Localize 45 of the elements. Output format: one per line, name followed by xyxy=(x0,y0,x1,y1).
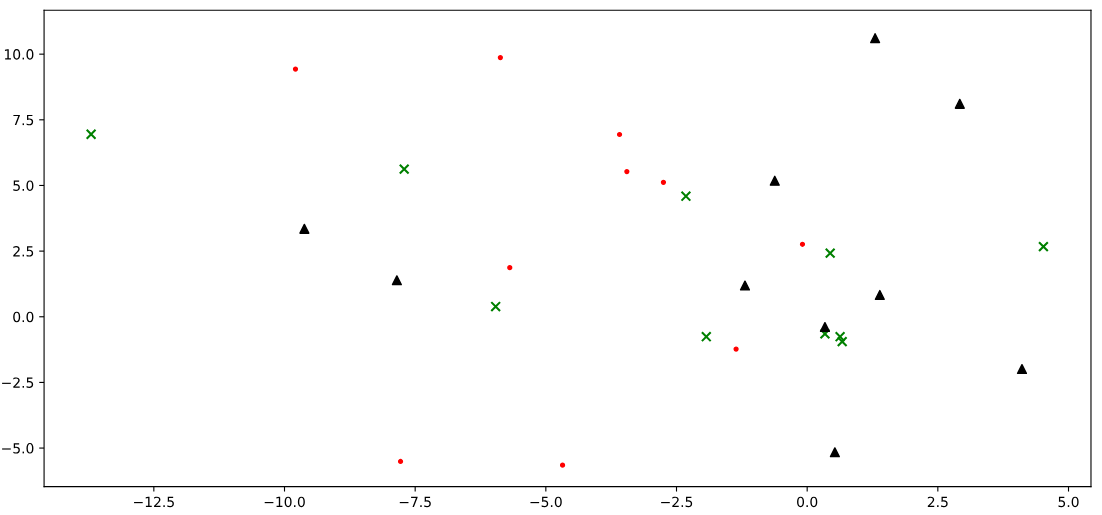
point xyxy=(507,265,513,271)
point xyxy=(660,179,667,185)
point xyxy=(397,458,404,465)
point xyxy=(680,190,692,202)
point xyxy=(292,66,299,72)
point xyxy=(299,223,310,234)
y-tick-label: 10.0 xyxy=(4,49,34,60)
point xyxy=(559,462,566,468)
x-tick-label: −7.5 xyxy=(399,496,431,508)
point xyxy=(769,175,780,186)
x-tick-label: −5.0 xyxy=(530,496,562,508)
point xyxy=(829,447,840,458)
x-tick-label: 5.0 xyxy=(1058,496,1079,508)
point xyxy=(874,289,885,301)
y-tick-label: −2.5 xyxy=(2,377,34,388)
point xyxy=(739,280,751,291)
point xyxy=(497,54,503,61)
x-tick-label: 0.0 xyxy=(797,496,818,508)
point xyxy=(1037,241,1049,253)
point xyxy=(799,241,806,247)
point xyxy=(819,321,831,333)
point xyxy=(624,168,630,175)
y-tick-label: 7.5 xyxy=(13,114,34,126)
y-tick-label: 2.5 xyxy=(13,246,34,257)
point xyxy=(85,128,97,140)
point xyxy=(870,33,881,44)
y-tick-label: 0.0 xyxy=(13,311,34,323)
point xyxy=(490,301,502,312)
point xyxy=(700,331,712,343)
y-tick-label: −5.0 xyxy=(2,443,34,454)
point xyxy=(1016,363,1028,375)
y-tick-label: 5.0 xyxy=(13,180,34,191)
x-tick-label: −10.0 xyxy=(264,496,305,508)
x-tick-label: −12.5 xyxy=(134,496,174,508)
point xyxy=(391,275,402,286)
point xyxy=(616,131,623,138)
point xyxy=(836,336,848,348)
point xyxy=(819,328,831,340)
x-tick-label: −2.5 xyxy=(661,496,693,508)
point xyxy=(954,98,965,109)
point xyxy=(834,331,846,343)
point xyxy=(733,346,739,352)
x-tick-label: 2.5 xyxy=(927,496,948,508)
point xyxy=(398,163,410,175)
point xyxy=(824,247,836,259)
